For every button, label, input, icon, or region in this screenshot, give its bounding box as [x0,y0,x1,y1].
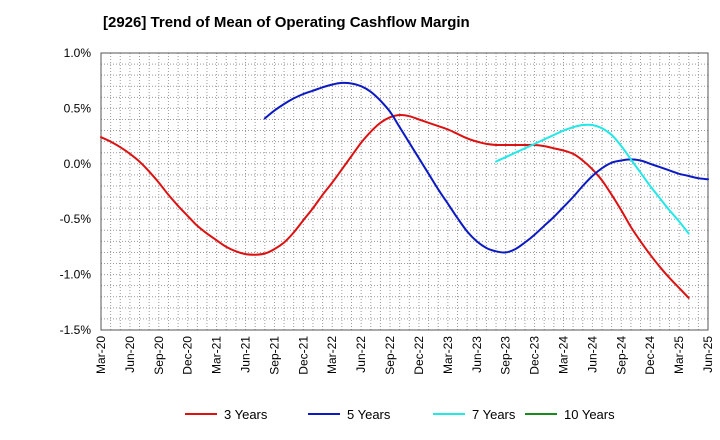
x-tick-label: Jun-21 [239,336,253,373]
x-tick-label: Dec-20 [181,336,195,375]
x-tick-label: Sep-20 [152,336,166,375]
x-tick-label: Dec-24 [643,336,657,375]
y-tick-label: 0.0% [64,157,92,171]
x-tick-label: Dec-23 [528,336,542,375]
legend-label: 7 Years [472,407,516,422]
x-tick-label: Mar-20 [94,336,108,374]
x-tick-label: Jun-25 [701,336,715,373]
series-line-5-years [263,81,709,254]
y-tick-label: 1.0% [64,46,92,60]
x-tick-label: Jun-23 [470,336,484,373]
series-line-7-years [495,123,690,235]
x-tick-label: Jun-22 [354,336,368,373]
y-tick-label: -0.5% [60,212,92,226]
x-tick-label: Sep-22 [383,336,397,375]
grid [100,52,709,331]
x-tick-labels: Mar-20 Jun-20 Sep-20 Dec-20 Mar-21 Jun-21 Sep-… [94,336,715,375]
legend: 3 Years 5 Years 7 Years 10 Years [185,407,615,422]
legend-label: 3 Years [224,407,268,422]
x-tick-label: Sep-21 [267,336,281,375]
x-tick-label: Sep-23 [499,336,513,375]
y-tick-label: -1.0% [60,268,92,282]
legend-label: 5 Years [347,407,391,422]
x-tick-label: Mar-25 [672,336,686,374]
plot-frame [100,52,709,331]
y-tick-label: -1.5% [60,323,92,337]
x-tick-label: Sep-24 [614,336,628,375]
x-tick-label: Dec-22 [412,336,426,375]
x-tick-label: Jun-24 [585,336,599,373]
x-tick-label: Dec-21 [296,336,310,375]
x-tick-label: Mar-24 [556,336,570,374]
x-tick-label: Mar-21 [210,336,224,374]
series-lines [100,81,709,299]
chart-title: [2926] Trend of Mean of Operating Cashfl… [103,14,470,31]
x-tick-label: Mar-23 [441,336,455,374]
legend-label: 10 Years [564,407,615,422]
y-tick-labels: 1.0% 0.5% 0.0% -0.5% -1.0% -1.5% [60,46,92,337]
series-line-3-years [100,113,690,299]
x-tick-label: Jun-20 [123,336,137,373]
y-tick-label: 0.5% [64,101,92,115]
axes [100,52,709,331]
x-tick-label: Mar-22 [325,336,339,374]
